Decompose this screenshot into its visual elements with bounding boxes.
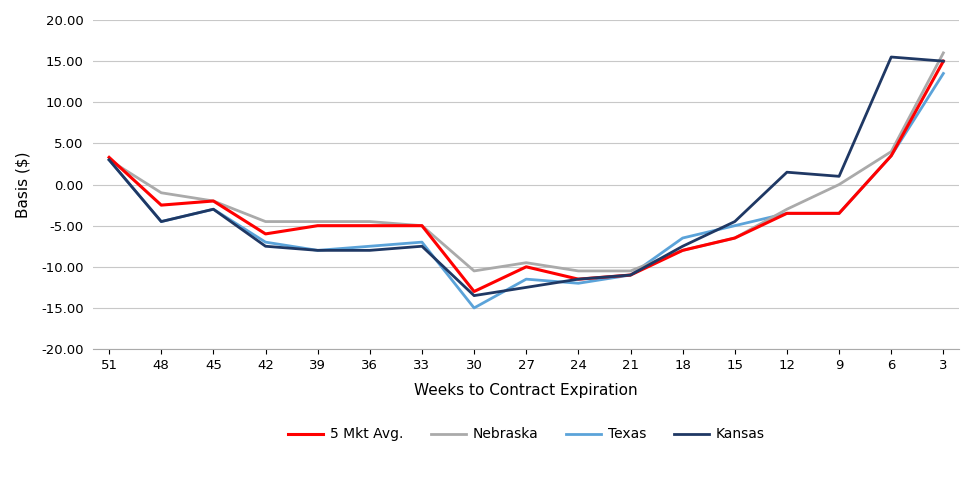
Nebraska bbox=[156, 190, 168, 196]
Nebraska bbox=[260, 219, 272, 225]
5 Mkt Avg. bbox=[103, 154, 115, 160]
Nebraska bbox=[938, 50, 950, 56]
Texas bbox=[938, 71, 950, 77]
Texas bbox=[729, 223, 740, 229]
5 Mkt Avg. bbox=[260, 231, 272, 237]
X-axis label: Weeks to Contract Expiration: Weeks to Contract Expiration bbox=[414, 383, 638, 398]
Texas bbox=[312, 247, 323, 254]
Texas bbox=[468, 305, 480, 311]
Texas bbox=[833, 210, 844, 216]
5 Mkt Avg. bbox=[677, 247, 689, 254]
Nebraska bbox=[520, 260, 532, 266]
Texas bbox=[624, 272, 636, 278]
Kansas bbox=[833, 173, 844, 179]
Nebraska bbox=[624, 268, 636, 274]
5 Mkt Avg. bbox=[885, 153, 897, 159]
Kansas bbox=[364, 247, 376, 254]
Texas bbox=[573, 280, 584, 286]
Nebraska bbox=[312, 219, 323, 225]
Texas bbox=[207, 206, 219, 212]
Kansas bbox=[156, 219, 168, 225]
Nebraska bbox=[885, 149, 897, 155]
5 Mkt Avg. bbox=[520, 264, 532, 270]
Kansas bbox=[260, 243, 272, 249]
Texas bbox=[103, 157, 115, 163]
Texas bbox=[156, 219, 168, 225]
Texas bbox=[781, 210, 793, 216]
Nebraska bbox=[833, 181, 844, 187]
5 Mkt Avg. bbox=[156, 202, 168, 208]
5 Mkt Avg. bbox=[624, 272, 636, 278]
Kansas bbox=[885, 54, 897, 60]
Texas bbox=[520, 276, 532, 282]
Texas bbox=[677, 235, 689, 241]
Kansas bbox=[312, 247, 323, 254]
5 Mkt Avg. bbox=[938, 58, 950, 64]
5 Mkt Avg. bbox=[207, 198, 219, 204]
Line: 5 Mkt Avg.: 5 Mkt Avg. bbox=[109, 61, 944, 291]
Kansas bbox=[781, 169, 793, 175]
Line: Texas: Texas bbox=[109, 74, 944, 308]
Nebraska bbox=[416, 223, 428, 229]
Texas bbox=[416, 239, 428, 245]
5 Mkt Avg. bbox=[468, 288, 480, 294]
5 Mkt Avg. bbox=[781, 210, 793, 216]
Texas bbox=[260, 239, 272, 245]
Texas bbox=[364, 243, 376, 249]
Nebraska bbox=[729, 235, 740, 241]
Kansas bbox=[103, 157, 115, 163]
Nebraska bbox=[468, 268, 480, 274]
5 Mkt Avg. bbox=[416, 223, 428, 229]
Kansas bbox=[938, 58, 950, 64]
Legend: 5 Mkt Avg., Nebraska, Texas, Kansas: 5 Mkt Avg., Nebraska, Texas, Kansas bbox=[282, 422, 770, 447]
Kansas bbox=[416, 243, 428, 249]
Nebraska bbox=[364, 219, 376, 225]
Y-axis label: Basis ($): Basis ($) bbox=[15, 151, 30, 218]
Kansas bbox=[573, 276, 584, 282]
Nebraska bbox=[207, 198, 219, 204]
5 Mkt Avg. bbox=[833, 210, 844, 216]
Line: Nebraska: Nebraska bbox=[109, 53, 944, 271]
5 Mkt Avg. bbox=[573, 276, 584, 282]
Nebraska bbox=[781, 206, 793, 212]
5 Mkt Avg. bbox=[364, 223, 376, 229]
Kansas bbox=[520, 284, 532, 290]
Kansas bbox=[677, 243, 689, 249]
Kansas bbox=[468, 293, 480, 299]
5 Mkt Avg. bbox=[312, 223, 323, 229]
Line: Kansas: Kansas bbox=[109, 57, 944, 296]
Texas bbox=[885, 153, 897, 159]
Kansas bbox=[207, 206, 219, 212]
Kansas bbox=[729, 219, 740, 225]
Nebraska bbox=[573, 268, 584, 274]
Nebraska bbox=[677, 247, 689, 254]
Nebraska bbox=[103, 157, 115, 163]
Kansas bbox=[624, 272, 636, 278]
5 Mkt Avg. bbox=[729, 235, 740, 241]
